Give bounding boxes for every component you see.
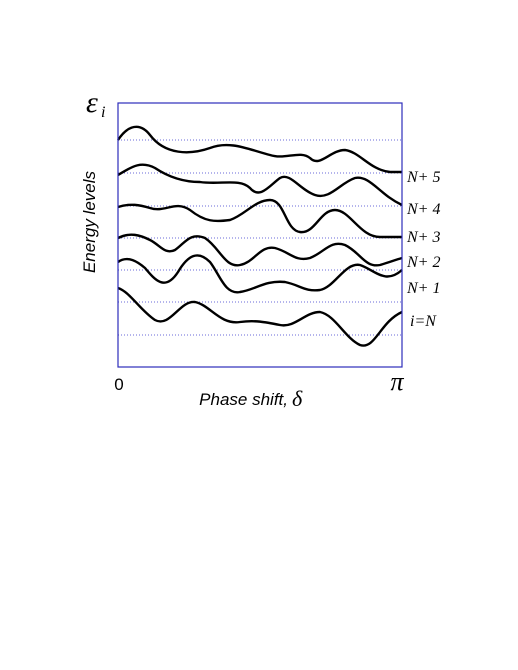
level-labels: N+ 5 N+ 4 N+ 3 N+ 2 N+ 1 i=N <box>406 169 440 330</box>
level-label: i=N <box>410 313 437 330</box>
energy-curves <box>117 125 403 347</box>
level-label: N+ 4 <box>406 201 440 218</box>
x-start: 0 <box>114 375 123 394</box>
level-label: N+ 2 <box>406 254 440 271</box>
y-label: Energy levels <box>80 170 99 273</box>
x-end: π <box>390 367 404 396</box>
x-label: Phase shift, <box>199 390 288 409</box>
level-label: N+ 3 <box>406 229 440 246</box>
level-label: N+ 1 <box>406 280 440 297</box>
y-symbol: ε <box>86 86 98 119</box>
y-subscript: i <box>101 104 105 121</box>
plot-frame <box>117 102 403 368</box>
level-label: N+ 5 <box>406 169 440 186</box>
x-symbol: δ <box>292 386 303 411</box>
dotted-levels <box>118 139 402 336</box>
